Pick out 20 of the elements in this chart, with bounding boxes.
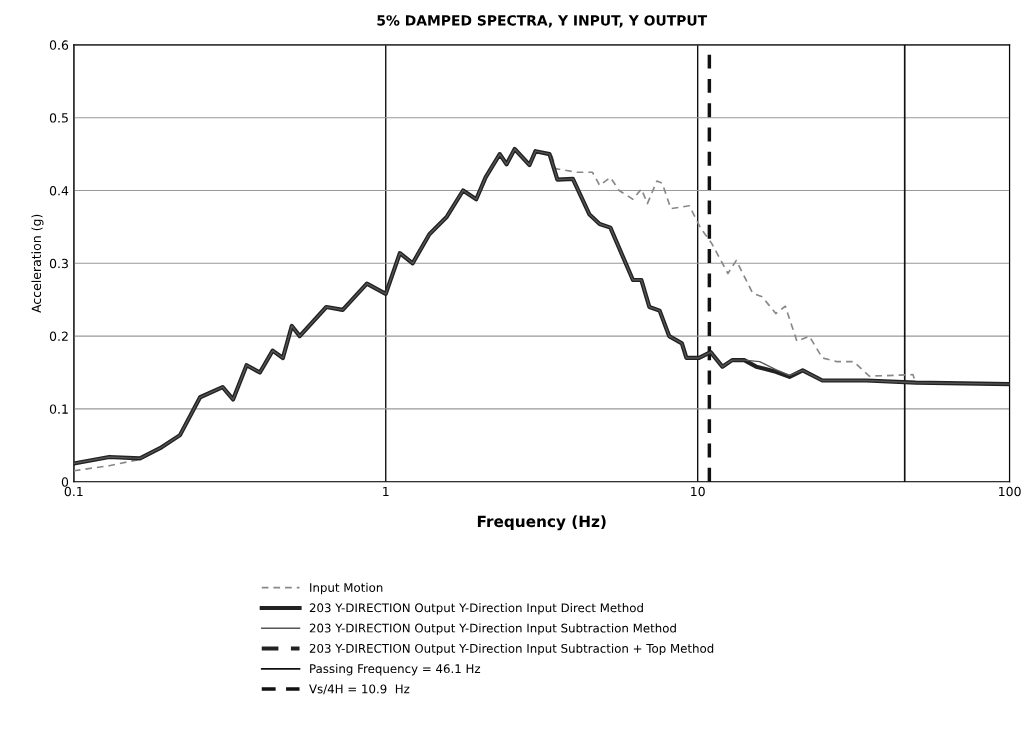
y-tick-label: 0.2	[49, 331, 68, 342]
x-tick-label: 1	[383, 486, 389, 497]
y-axis-title: Acceleration (g)	[31, 214, 44, 313]
y-tick-label: 0.3	[49, 258, 68, 269]
legend-label: Vs/4H = 10.9 Hz	[309, 684, 410, 695]
legend-label: 203 Y-DIRECTION Output Y-Direction Input Subtraction Method	[309, 623, 676, 635]
y-tick-label: 0.1	[49, 404, 68, 414]
x-tick-label: 10	[691, 486, 705, 497]
y-tick-label: 0	[61, 477, 69, 487]
x-tick-label: 100	[999, 486, 1021, 497]
x-axis-title: Frequency (Hz)	[477, 515, 606, 531]
legend-label: 203 Y-DIRECTION Output Y-Direction Input Subtraction + Top Method	[309, 643, 714, 656]
y-tick-label: 0.4	[49, 185, 69, 196]
chart-title: 5% DAMPED SPECTRA, Y INPUT, Y OUTPUT	[377, 15, 708, 28]
y-tick-label: 0.5	[49, 113, 68, 123]
x-tick-label: 0.1	[64, 486, 83, 497]
legend-label: Input Motion	[310, 582, 383, 595]
y-tick-label: 0.6	[49, 40, 69, 50]
legend-label: 203 Y-DIRECTION Output Y-Direction Input Direct Method	[309, 603, 643, 615]
legend-label: Passing Frequency = 46.1 Hz	[310, 663, 481, 676]
